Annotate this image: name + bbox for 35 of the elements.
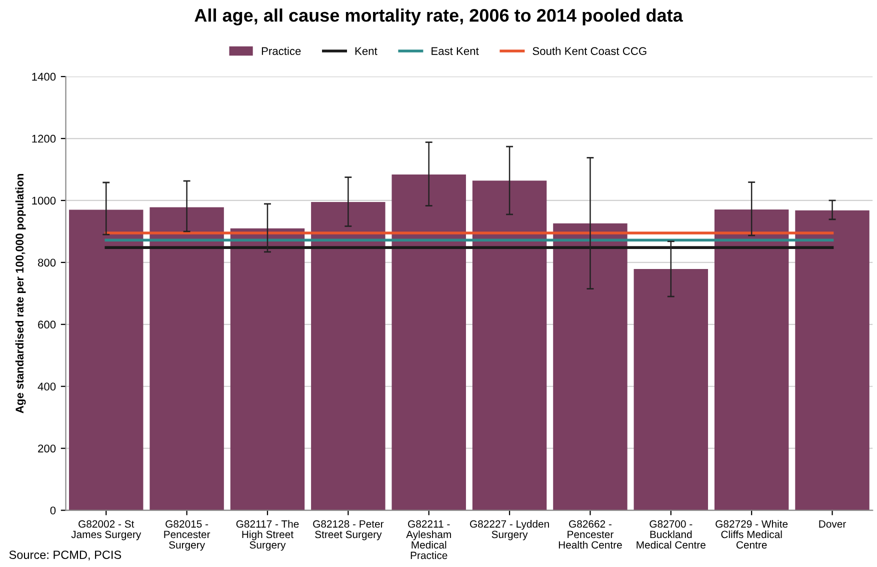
y-tick-label: 1200 [32,134,56,143]
legend-label: Practice [262,46,301,56]
bar [795,210,870,510]
x-tick-label: G82211 - Aylesham Medical Practice [406,520,451,560]
x-tick-label: G82227 - Lydden Surgery [470,520,549,540]
x-tick-label: G82117 - The High Street Surgery [236,520,299,551]
y-tick-label: 200 [38,444,56,452]
y-tick-label: 1400 [32,72,56,81]
source-note: Source: PCMD, PCIS [9,550,122,560]
x-tick-label: G82729 - White Cliffs Medical Centre [716,520,788,549]
bar [150,207,224,510]
x-tick-label: G82128 - Peter Street Surgery [313,520,384,540]
y-tick-label: 800 [38,258,56,267]
y-tick-label: 1000 [32,196,56,205]
bar [230,228,305,510]
x-tick-label: G82700 - Buckland Medical Centre [636,520,706,549]
x-tick-label: G82002 - St James Surgery [71,520,142,540]
y-tick-label: 0 [50,506,56,514]
legend-label: East Kent [432,47,479,56]
bar [472,180,547,510]
legend-label: Kent [355,47,378,56]
bar [311,202,386,510]
y-axis-title: Age standardised rate per 100,000 population [15,174,26,414]
bar [392,174,466,510]
x-tick-label: Dover [819,520,846,528]
chart-title: All age, all cause mortality rate, 2006 to 2014 pooled data [194,8,683,26]
bar [714,209,789,510]
bar [553,223,628,510]
x-tick-label: G82662 - Pencester Health Centre [558,520,622,549]
x-tick-label: G82015 - Pencester Surgery [164,520,210,551]
y-tick-label: 600 [38,320,56,329]
legend-label: South Kent Coast CCG [532,46,646,56]
bar [69,210,144,510]
bar [634,268,708,510]
y-tick-label: 400 [38,382,56,391]
